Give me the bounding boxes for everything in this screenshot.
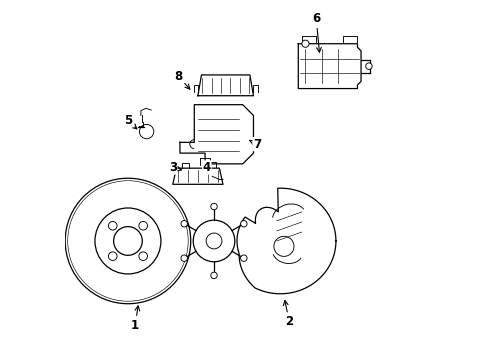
Circle shape (240, 255, 246, 261)
Text: 6: 6 (311, 12, 321, 52)
Text: 3: 3 (168, 161, 181, 174)
Circle shape (240, 221, 246, 227)
Circle shape (181, 221, 187, 227)
Circle shape (210, 272, 217, 279)
Text: 5: 5 (123, 114, 137, 129)
Circle shape (193, 220, 234, 262)
Text: 1: 1 (131, 306, 140, 332)
Circle shape (365, 63, 371, 69)
Polygon shape (298, 44, 360, 89)
Polygon shape (180, 105, 253, 164)
Circle shape (210, 203, 217, 210)
Polygon shape (172, 168, 223, 184)
Polygon shape (198, 75, 253, 96)
Text: 7: 7 (249, 138, 261, 150)
Text: 4: 4 (203, 161, 210, 174)
Circle shape (181, 255, 187, 261)
Text: 2: 2 (283, 301, 293, 328)
Text: 8: 8 (174, 69, 189, 89)
Polygon shape (237, 188, 335, 294)
Circle shape (301, 40, 308, 47)
